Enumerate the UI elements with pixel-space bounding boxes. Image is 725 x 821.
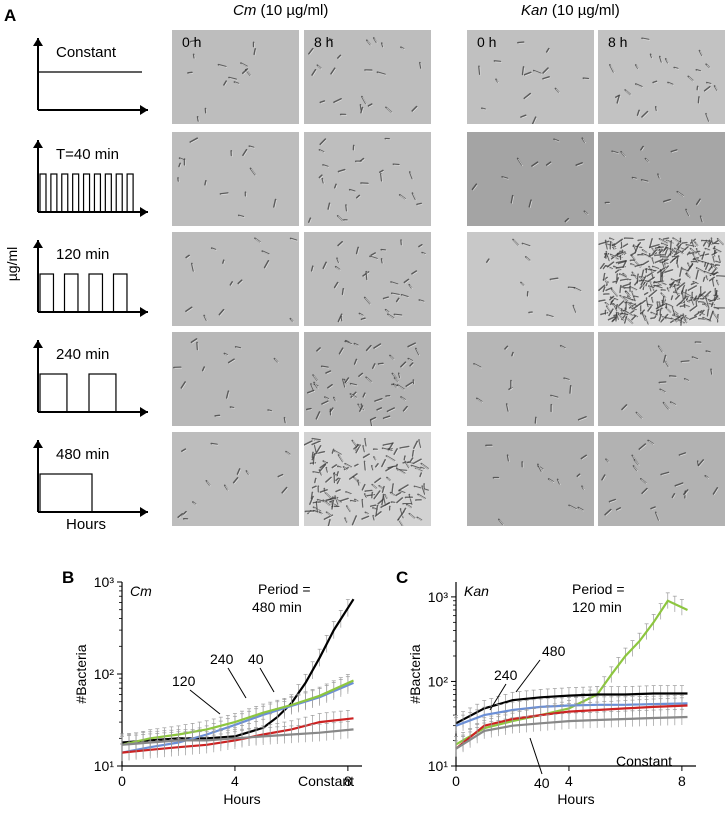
schedule-diagram	[33, 440, 148, 517]
micrograph-image	[304, 332, 431, 426]
micrograph-image: 8 h	[598, 30, 725, 124]
annotation-label: 40	[248, 651, 264, 667]
x-tick-label: 4	[231, 773, 239, 789]
time-label: 8 h	[314, 34, 334, 50]
x-tick-label: 4	[565, 773, 573, 789]
micrograph-image	[467, 132, 594, 226]
time-label: 0 h	[477, 34, 497, 50]
micrograph-image	[598, 432, 725, 526]
drug-label: Kan	[464, 583, 489, 599]
annotation-leader	[529, 737, 543, 775]
panel-b-letter: B	[62, 568, 75, 587]
series-line-120	[455, 599, 688, 746]
y-tick-label: 10¹	[428, 758, 449, 774]
micrograph-image	[172, 432, 299, 526]
annotation-label: Period =	[572, 581, 625, 597]
schedule-label: 480 min	[56, 446, 110, 463]
annotation-label: 240	[210, 651, 234, 667]
micrograph-image	[304, 232, 431, 326]
annotation-leader	[489, 683, 507, 711]
micrograph-image: 0 h	[172, 30, 299, 124]
schedule-x-label: Hours	[66, 516, 107, 533]
annotation-leader	[189, 689, 221, 715]
series-line-constant	[121, 728, 354, 746]
micrograph-image	[598, 232, 725, 326]
micrograph-image	[304, 432, 431, 526]
annotation-label: Constant	[616, 753, 672, 769]
micrograph-image	[172, 332, 299, 426]
panel-c-letter: C	[396, 568, 409, 587]
schedule-label: 240 min	[56, 346, 110, 363]
annotation-label: 120	[172, 673, 196, 689]
annotation-label: 240	[494, 667, 518, 683]
micrograph-image: 0 h	[467, 30, 594, 124]
micrograph-image	[304, 132, 431, 226]
kan-header: Kan (10 µg/ml)	[521, 2, 620, 19]
schedule-label: 120 min	[56, 246, 110, 263]
annotation-label: 120 min	[572, 599, 622, 615]
annotation-label: 480 min	[252, 599, 302, 615]
annotation-leader	[227, 667, 247, 699]
schedule-diagram	[33, 340, 148, 417]
y-axis-label: #Bacteria	[73, 644, 89, 703]
series-line-120	[121, 679, 354, 746]
micrograph-image	[467, 332, 594, 426]
time-label: 8 h	[608, 34, 628, 50]
concentration-axis-label: µg/ml	[4, 246, 20, 282]
panel-a-letter: A	[4, 6, 17, 25]
micrograph-image	[172, 232, 299, 326]
micrograph-image	[467, 432, 594, 526]
annotation-label: Constant	[298, 773, 354, 789]
y-axis-label: #Bacteria	[407, 644, 423, 703]
series-line-480	[121, 598, 355, 744]
annotation-leader	[259, 667, 275, 693]
y-tick-label: 10²	[94, 666, 115, 682]
series-line-480	[455, 692, 688, 725]
micrograph-image	[598, 132, 725, 226]
x-tick-label: 0	[452, 773, 460, 789]
annotation-leader	[515, 659, 541, 693]
chart-c-kan: 10¹ 10² 10³ 0 4 8 Hours #Bacteria Kan Period = 120…	[407, 581, 696, 807]
schedule-diagram	[33, 140, 148, 217]
drug-label: Cm	[130, 583, 152, 599]
schedule-diagram	[33, 38, 148, 115]
cm-header: Cm (10 µg/ml)	[233, 2, 329, 19]
annotation-label: 480	[542, 643, 566, 659]
time-label: 0 h	[182, 34, 202, 50]
chart-b-cm: 10¹ 10² 10³ 0 4 8 Hours #Bacteria Cm Period = 480 …	[73, 574, 362, 807]
x-axis-label: Hours	[557, 791, 594, 807]
schedule-label: T=40 min	[56, 146, 119, 163]
x-tick-label: 8	[678, 773, 686, 789]
annotation-label: Period =	[258, 581, 311, 597]
annotation-label: 40	[534, 775, 550, 791]
series-line-constant	[455, 715, 688, 750]
micrograph-image	[467, 232, 594, 326]
series-line-40	[455, 704, 688, 750]
y-tick-label: 10³	[94, 574, 115, 590]
x-axis-label: Hours	[223, 791, 260, 807]
x-tick-label: 0	[118, 773, 126, 789]
micrograph-image	[598, 332, 725, 426]
y-tick-label: 10³	[428, 589, 449, 605]
schedule-label: Constant	[56, 44, 117, 61]
y-tick-label: 10²	[428, 673, 449, 689]
x-tick-label: 8	[344, 773, 352, 789]
y-tick-label: 10¹	[94, 758, 115, 774]
micrograph-image	[172, 132, 299, 226]
micrograph-image: 8 h	[304, 30, 431, 124]
schedule-diagram	[33, 240, 148, 317]
